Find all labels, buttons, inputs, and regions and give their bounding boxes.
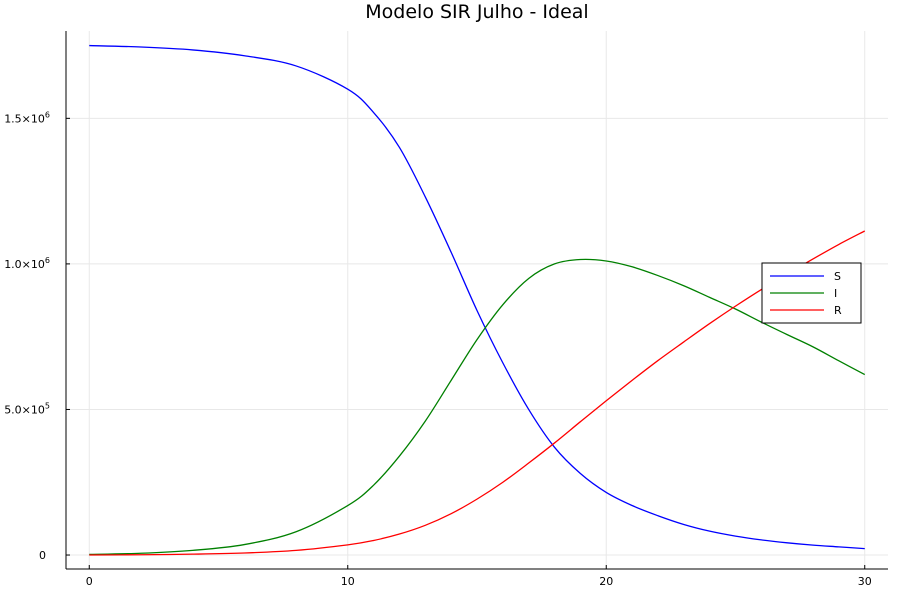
- legend-label: S: [834, 270, 841, 283]
- series-lines: [89, 44, 866, 556]
- series-line-s: [89, 44, 865, 550]
- x-tick-label: 0: [86, 575, 93, 588]
- y-tick-label: 0: [39, 549, 46, 562]
- x-tick-label: 20: [599, 575, 613, 588]
- series-line-i: [89, 258, 866, 556]
- grid-lines: [66, 31, 888, 569]
- tick-labels: 0 10 20 30 0 5.0×105 1.0×106 1.5×106: [4, 110, 872, 588]
- series-line-r: [89, 230, 866, 556]
- chart-title: Modelo SIR Julho - Ideal: [365, 1, 588, 23]
- axes: [65, 31, 888, 570]
- x-tick-label: 10: [341, 575, 355, 588]
- legend-label: R: [834, 304, 842, 317]
- y-tick-label: 1.5×106: [4, 110, 50, 125]
- x-tick-label: 30: [858, 575, 872, 588]
- legend-label: I: [834, 287, 837, 300]
- y-tick-label: 5.0×105: [4, 401, 50, 416]
- y-tick-label: 1.0×106: [4, 256, 50, 271]
- legend: SIR: [761, 262, 862, 324]
